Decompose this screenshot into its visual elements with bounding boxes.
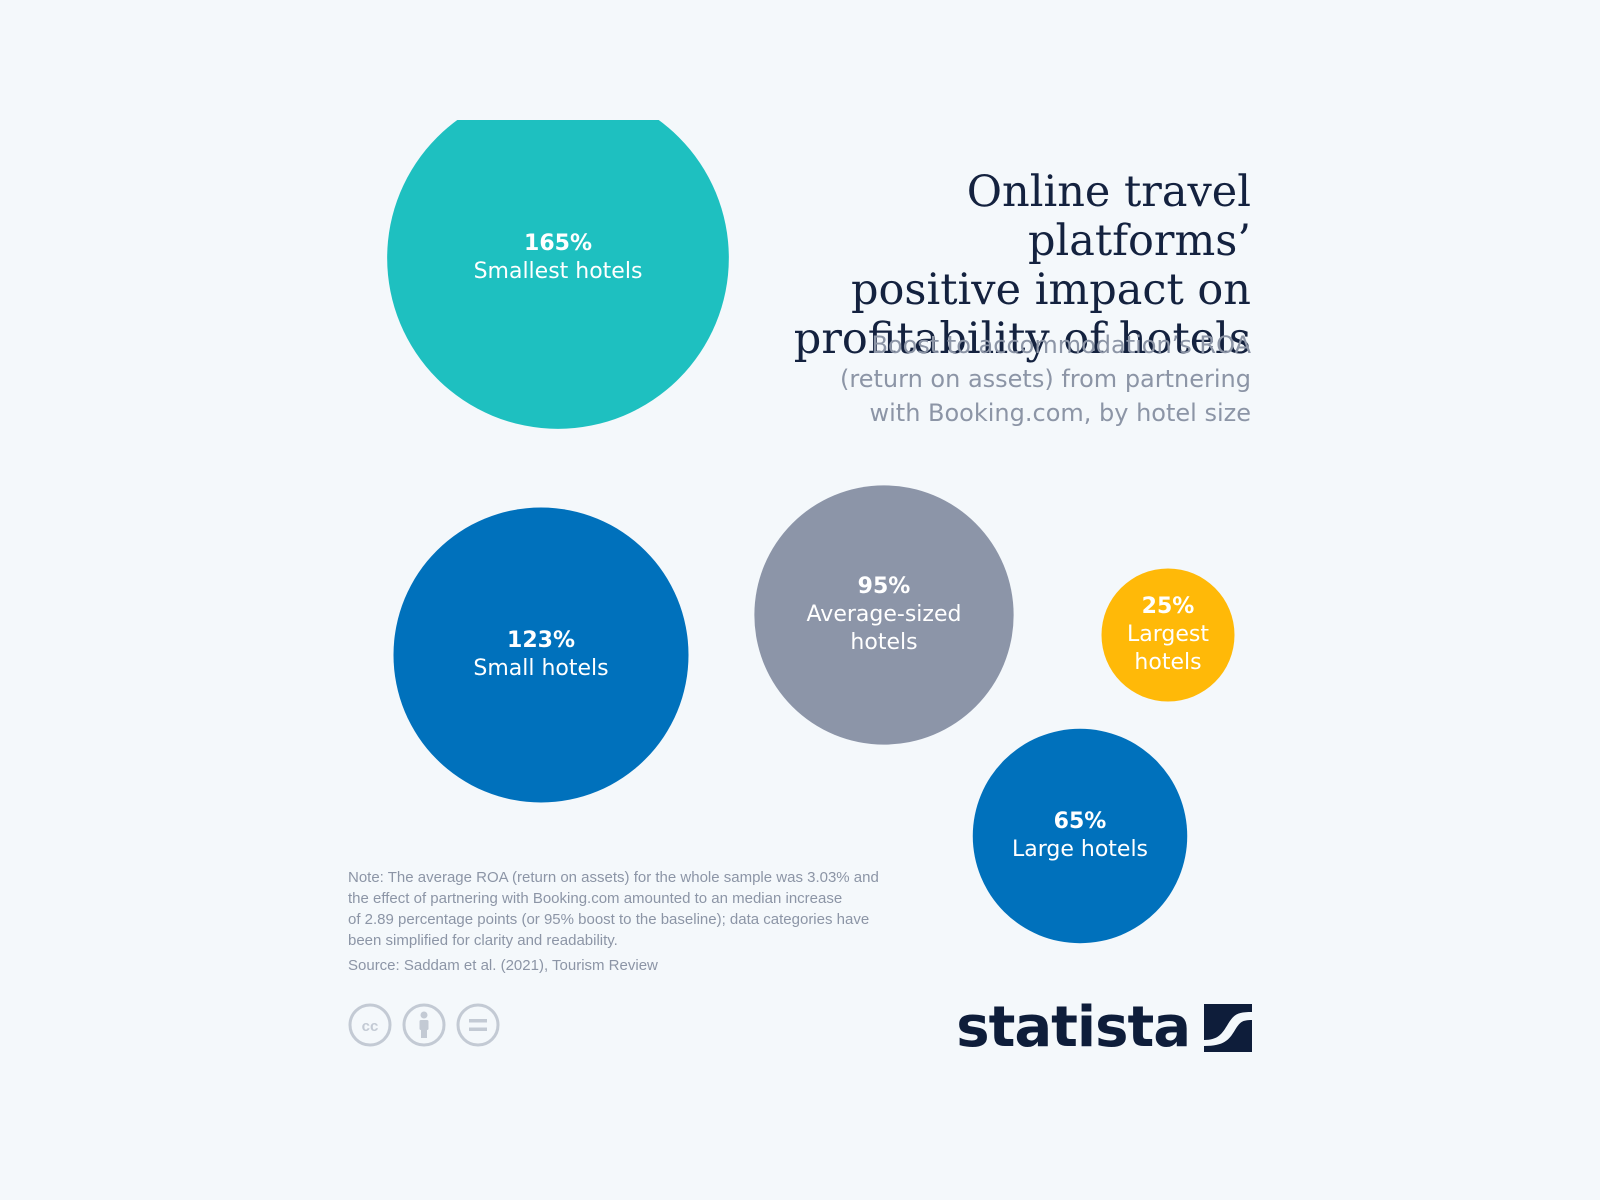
svg-text:cc: cc xyxy=(362,1018,379,1035)
chart-title: Online travel platforms’ positive impact… xyxy=(731,168,1251,364)
category-label-large-hotels: Large hotels xyxy=(1012,837,1148,862)
value-label-large-hotels: 65% xyxy=(1054,809,1107,834)
chart-note: Note: The average ROA (return on assets)… xyxy=(348,867,923,951)
bubble-smallest-hotels xyxy=(387,120,729,429)
value-label-small-hotels: 123% xyxy=(507,628,575,653)
subtitle-line: (return on assets) from partnering xyxy=(840,365,1251,393)
no-derivatives-icon[interactable] xyxy=(456,1003,500,1047)
category-label-largest-hotels: hotels xyxy=(1134,650,1201,675)
note-line: Note: The average ROA (return on assets)… xyxy=(348,869,879,886)
note-line: of 2.89 percentage points (or 95% boost … xyxy=(348,911,870,928)
license-icons: cc xyxy=(348,1003,500,1047)
title-line: positive impact on xyxy=(851,265,1251,315)
value-label-average-sized-hotels: 95% xyxy=(858,574,911,599)
bubble-small-hotels xyxy=(393,507,689,803)
note-line: the effect of partnering with Booking.co… xyxy=(348,890,843,907)
category-label-smallest-hotels: Smallest hotels xyxy=(474,259,643,284)
chart-subtitle: Boost to accommodation’s ROA (return on … xyxy=(811,328,1251,430)
bubble-average-sized-hotels xyxy=(754,485,1014,745)
value-label-largest-hotels: 25% xyxy=(1142,594,1195,619)
attribution-icon[interactable] xyxy=(402,1003,446,1047)
statista-logo: statista xyxy=(956,1000,1252,1056)
subtitle-line: Boost to accommodation’s ROA xyxy=(871,331,1251,359)
bubble-largest-hotels xyxy=(1101,568,1235,702)
bubble-large-hotels xyxy=(972,728,1188,944)
category-label-average-sized-hotels: Average-sized xyxy=(807,602,962,627)
cc-icon[interactable]: cc xyxy=(348,1003,392,1047)
brand-wordmark: statista xyxy=(956,995,1191,1060)
value-label-smallest-hotels: 165% xyxy=(524,231,592,256)
note-line: been simplified for clarity and readabil… xyxy=(348,932,618,949)
category-label-average-sized-hotels: hotels xyxy=(850,630,917,655)
subtitle-line: with Booking.com, by hotel size xyxy=(869,399,1251,427)
chart-source: Source: Saddam et al. (2021), Tourism Re… xyxy=(348,957,658,974)
title-line: profitability of hotels xyxy=(793,314,1251,364)
title-line: Online travel platforms’ xyxy=(966,167,1251,266)
category-label-small-hotels: Small hotels xyxy=(473,656,608,681)
category-label-largest-hotels: Largest xyxy=(1127,622,1209,647)
statista-mark-icon xyxy=(1204,1004,1252,1052)
